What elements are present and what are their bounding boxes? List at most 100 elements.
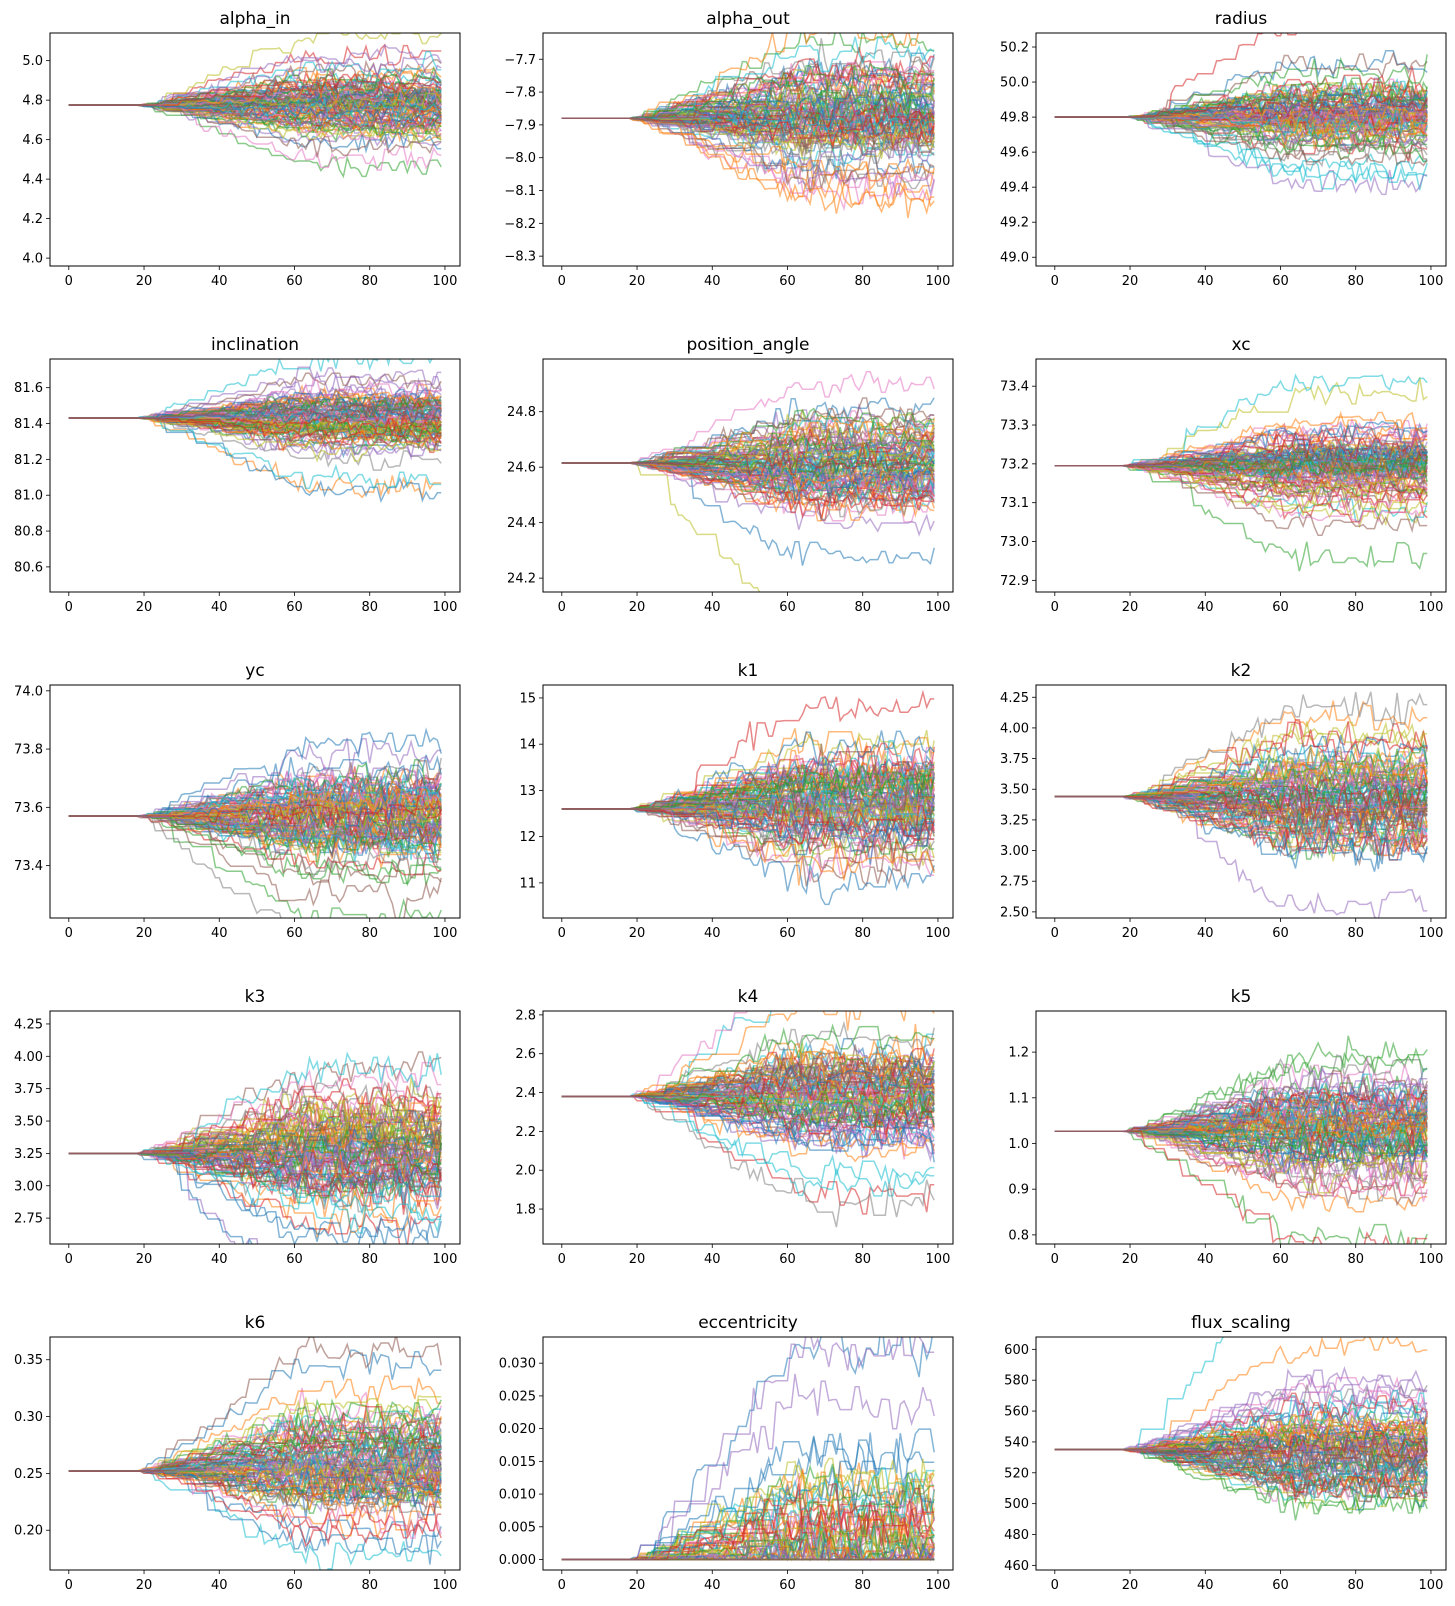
walker-trace-95 — [68, 1438, 442, 1472]
x-tick-label: 100 — [433, 926, 458, 941]
x-tick-label: 0 — [65, 274, 73, 289]
x-tick-label: 60 — [779, 926, 796, 941]
x-tick-label: 0 — [1051, 1252, 1059, 1267]
panel-k1: 0 20 40 60 80 100 11 12 13 14 15 k1 — [519, 661, 954, 941]
x-tick-label: 0 — [65, 600, 73, 615]
x-tick-label: 20 — [629, 1252, 646, 1267]
axes-frame — [1035, 1010, 1447, 1245]
y-tick-label: −8.2 — [504, 217, 536, 232]
walker-trace-95 — [561, 455, 935, 476]
x-tick-label: 40 — [1197, 600, 1214, 615]
y-tick-label: 0.030 — [499, 1357, 536, 1372]
walker-trace-95 — [1054, 1448, 1428, 1477]
walker-trace-95 — [68, 815, 442, 918]
x-tick-label: 100 — [926, 600, 951, 615]
y-tick-label: 50.0 — [1000, 76, 1029, 91]
panel-title: position_angle — [686, 335, 809, 355]
y-tick-label: 24.6 — [507, 461, 536, 476]
x-tick-label: 0 — [65, 1252, 73, 1267]
x-tick-label: 0 — [1051, 274, 1059, 289]
x-tick-label: 80 — [854, 274, 871, 289]
y-tick-label: 73.8 — [14, 743, 43, 758]
panel-position_angle: 0 20 40 60 80 100 24.2 24.4 24.6 24.8 position_ang… — [507, 335, 954, 615]
axes-frame — [1035, 684, 1447, 919]
x-tick-label: 60 — [779, 274, 796, 289]
x-tick-label: 20 — [1122, 274, 1139, 289]
y-tick-label: 49.8 — [1000, 111, 1029, 126]
y-tick-label: 540 — [1004, 1435, 1029, 1450]
y-tick-label: 0.020 — [499, 1422, 536, 1437]
y-tick-label: 0.025 — [499, 1389, 536, 1404]
panel-inclination: 0 20 40 60 80 100 80.6 80.8 81.0 81.2 81.4 81.6 incl… — [14, 335, 461, 615]
walker-traces — [68, 359, 442, 504]
x-tick-label: 40 — [1197, 274, 1214, 289]
x-tick-label: 40 — [704, 1578, 721, 1593]
y-tick-label: 5.0 — [22, 54, 43, 69]
x-tick-label: 40 — [704, 926, 721, 941]
x-tick-label: 20 — [629, 926, 646, 941]
walker-trace-95 — [68, 1152, 442, 1196]
x-tick-label: 0 — [1051, 926, 1059, 941]
walker-traces — [561, 689, 935, 906]
x-tick-label: 100 — [926, 926, 951, 941]
y-tick-label: −7.8 — [504, 86, 536, 101]
x-tick-label: 20 — [1122, 926, 1139, 941]
y-tick-label: 4.8 — [22, 94, 43, 109]
y-tick-label: 24.2 — [507, 572, 536, 587]
x-tick-label: 20 — [136, 274, 153, 289]
y-tick-label: 0.010 — [499, 1488, 536, 1503]
y-tick-label: 0.30 — [14, 1410, 43, 1425]
x-tick-label: 100 — [1419, 1252, 1444, 1267]
y-tick-label: 49.0 — [1000, 251, 1029, 266]
y-tick-label: 14 — [519, 738, 536, 753]
x-tick-label: 20 — [1122, 600, 1139, 615]
axes-frame — [49, 1010, 461, 1245]
x-tick-label: 100 — [433, 600, 458, 615]
walker-trace-95 — [1054, 84, 1428, 118]
y-tick-label: 2.50 — [1000, 905, 1029, 920]
panel-title: flux_scaling — [1191, 1313, 1291, 1333]
y-tick-label: 11 — [519, 876, 536, 891]
x-tick-label: 60 — [286, 926, 303, 941]
y-tick-label: 3.50 — [14, 1115, 43, 1130]
x-tick-label: 100 — [926, 274, 951, 289]
panel-title: alpha_out — [706, 9, 790, 29]
x-tick-label: 20 — [629, 1578, 646, 1593]
x-tick-label: 20 — [136, 1578, 153, 1593]
x-tick-label: 60 — [1272, 1252, 1289, 1267]
x-tick-label: 20 — [136, 1252, 153, 1267]
x-tick-label: 80 — [854, 600, 871, 615]
y-tick-label: 520 — [1004, 1466, 1029, 1481]
y-tick-label: 1.1 — [1008, 1091, 1029, 1106]
axes-frame — [49, 358, 461, 593]
y-tick-label: 0.25 — [14, 1467, 43, 1482]
panel-title: k4 — [738, 987, 759, 1007]
x-tick-label: 100 — [433, 1578, 458, 1593]
x-tick-label: 20 — [629, 600, 646, 615]
x-tick-label: 60 — [1272, 274, 1289, 289]
y-tick-label: 72.9 — [1000, 574, 1029, 589]
y-tick-label: 2.6 — [515, 1047, 536, 1062]
x-tick-label: 80 — [1347, 274, 1364, 289]
x-tick-label: 60 — [1272, 600, 1289, 615]
x-tick-label: 80 — [361, 1578, 378, 1593]
y-tick-label: 3.00 — [1000, 844, 1029, 859]
x-tick-label: 0 — [558, 600, 566, 615]
panel-k6: 0 20 40 60 80 100 0.20 0.25 0.30 0.35 k6 — [14, 1313, 461, 1593]
x-tick-label: 20 — [1122, 1252, 1139, 1267]
y-tick-label: 600 — [1004, 1343, 1029, 1358]
panel-eccentricity: 0 20 40 60 80 100 0.000 0.005 0.010 0.015 0.020 0.0… — [499, 1313, 954, 1593]
y-tick-label: 81.0 — [14, 489, 43, 504]
y-tick-label: 2.75 — [1000, 875, 1029, 890]
y-tick-label: 73.0 — [1000, 535, 1029, 550]
x-tick-label: 80 — [361, 1252, 378, 1267]
y-tick-label: −8.3 — [504, 250, 536, 265]
x-tick-label: 20 — [1122, 1578, 1139, 1593]
panel-k5: 0 20 40 60 80 100 0.8 0.9 1.0 1.1 1.2 k5 — [1008, 987, 1447, 1267]
y-tick-label: 4.0 — [22, 252, 43, 267]
y-tick-label: 73.3 — [1000, 419, 1029, 434]
y-tick-label: 12 — [519, 830, 536, 845]
walker-traces — [561, 1011, 935, 1228]
y-tick-label: 73.2 — [1000, 457, 1029, 472]
